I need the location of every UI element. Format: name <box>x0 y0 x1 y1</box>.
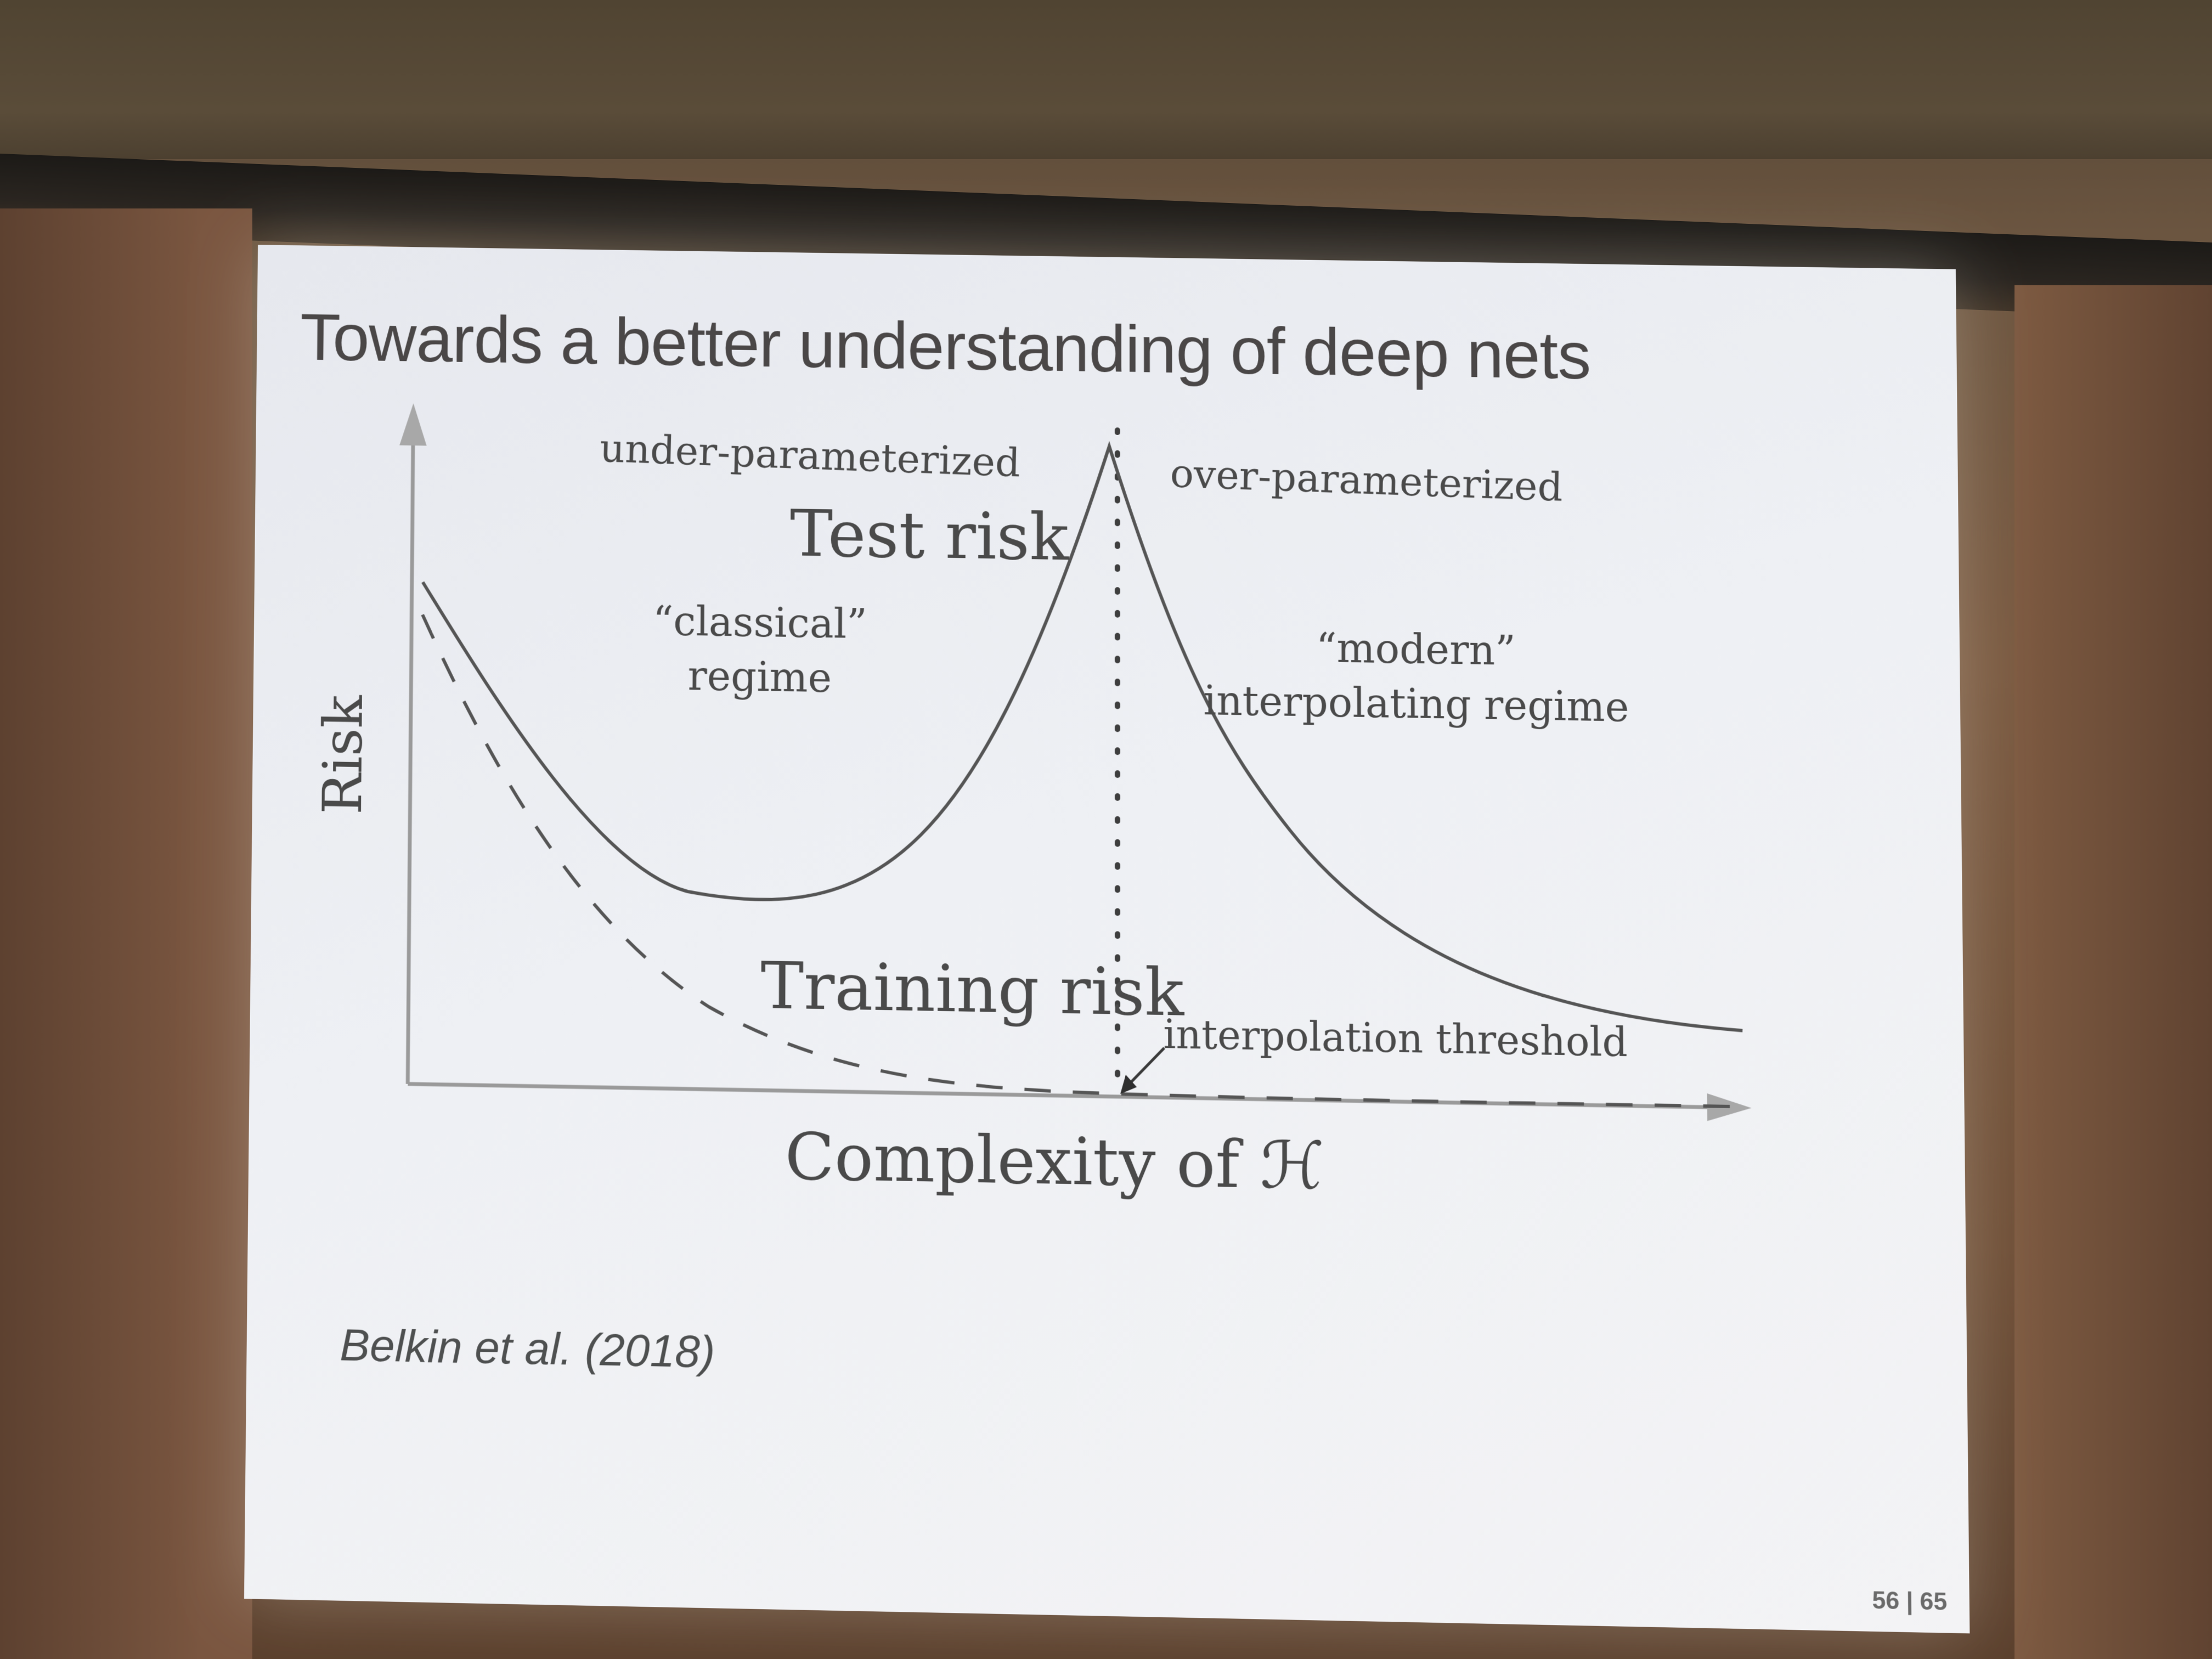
right-region-label: over-parameterized <box>1170 450 1563 510</box>
y-axis <box>408 430 413 1084</box>
test-risk-label: Test risk <box>790 496 1069 575</box>
x-axis-label: Complexity of ℋ <box>785 1119 1324 1204</box>
classical-label-line2: regime <box>687 653 832 702</box>
modern-label-line1: “modern” <box>1316 625 1516 675</box>
left-wall <box>0 208 252 1659</box>
projection-screen: Towards a better understanding of deep n… <box>244 245 1970 1633</box>
classical-label-line1: “classical” <box>652 598 867 648</box>
double-descent-chart: under-parameterized over-parameterized T… <box>244 245 1970 1633</box>
test-risk-curve <box>419 436 1742 1031</box>
training-risk-label: Training risk <box>760 948 1184 1031</box>
y-axis-arrow <box>399 403 427 446</box>
threshold-pointer <box>1128 1047 1164 1085</box>
threshold-label: interpolation threshold <box>1163 1012 1628 1066</box>
ceiling <box>0 0 2212 159</box>
y-axis-label: Risk <box>311 694 375 815</box>
page-number: 56 | 65 <box>1872 1587 1947 1616</box>
modern-label-line2: interpolating regime <box>1204 678 1629 731</box>
left-region-label: under-parameterized <box>599 425 1020 486</box>
right-wall <box>2015 285 2212 1659</box>
citation: Belkin et al. (2018) <box>340 1319 715 1379</box>
